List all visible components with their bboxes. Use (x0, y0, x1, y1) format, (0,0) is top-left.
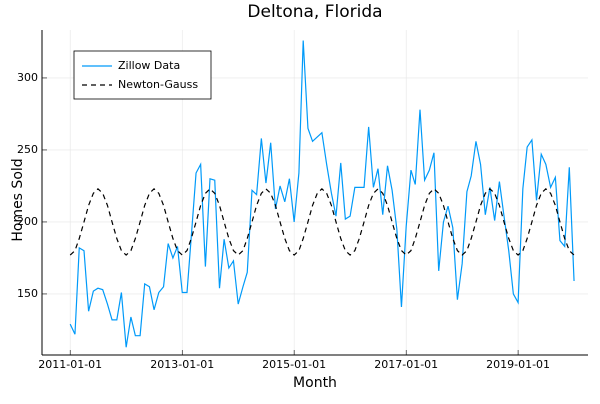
line-series (69, 188, 575, 256)
chart-title: Deltona, Florida (247, 2, 382, 22)
y-tick-label: 200 (17, 215, 38, 228)
x-tick-label: 2013-01-01 (150, 358, 214, 371)
x-tick-label: 2011-01-01 (38, 358, 102, 371)
y-tick-label: 300 (17, 71, 38, 84)
x-tick-label: 2015-01-01 (262, 358, 326, 371)
y-tick-label: 250 (17, 143, 38, 156)
y-tick-label: 150 (17, 287, 38, 300)
line-series (69, 40, 575, 348)
x-tick-label: 2017-01-01 (374, 358, 438, 371)
legend-box (73, 50, 212, 100)
x-tick-label: 2019-01-01 (486, 358, 550, 371)
y-axis-label: Homes Sold (10, 158, 26, 241)
legend-label: Newton-Gauss (118, 78, 198, 91)
x-axis-label: Month (293, 375, 337, 391)
legend-label: Zillow Data (118, 59, 180, 72)
